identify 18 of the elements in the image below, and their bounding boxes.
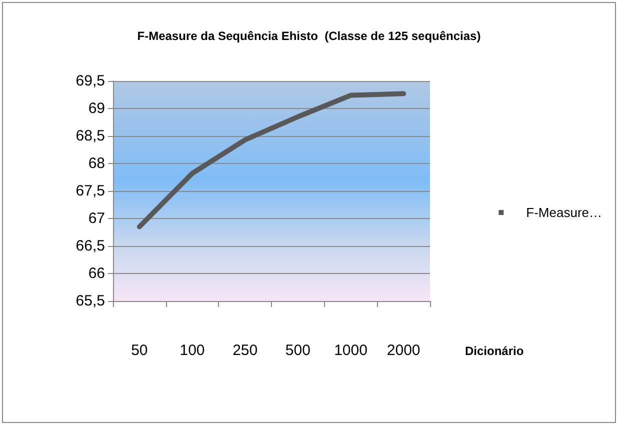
y-tick-label: 68: [88, 155, 105, 172]
y-tick-label: 67,5: [76, 182, 105, 200]
x-axis-title: Dicionário: [465, 344, 524, 358]
y-tick-label: 67: [88, 210, 105, 227]
y-tick-label: 69,5: [76, 72, 105, 90]
chart-title: F-Measure da Sequência Ehisto (Classe de 125 sequências): [137, 29, 481, 43]
x-tick-label: 2000: [386, 342, 420, 359]
y-tick-label: 68,5: [76, 128, 105, 144]
y-tick-label: 65,5: [76, 292, 105, 310]
x-tick-label: 250: [232, 342, 258, 359]
x-tick-label: 1000: [334, 342, 368, 359]
x-tick-label: 500: [285, 342, 310, 359]
y-tick-label: 66,5: [76, 238, 105, 254]
y-tick-label: 66: [88, 265, 105, 282]
x-tick-label: 100: [180, 342, 205, 359]
legend-label: F-Measure…: [526, 205, 602, 220]
x-tick-label: 50: [131, 342, 148, 359]
y-tick-label: 69: [88, 100, 105, 117]
